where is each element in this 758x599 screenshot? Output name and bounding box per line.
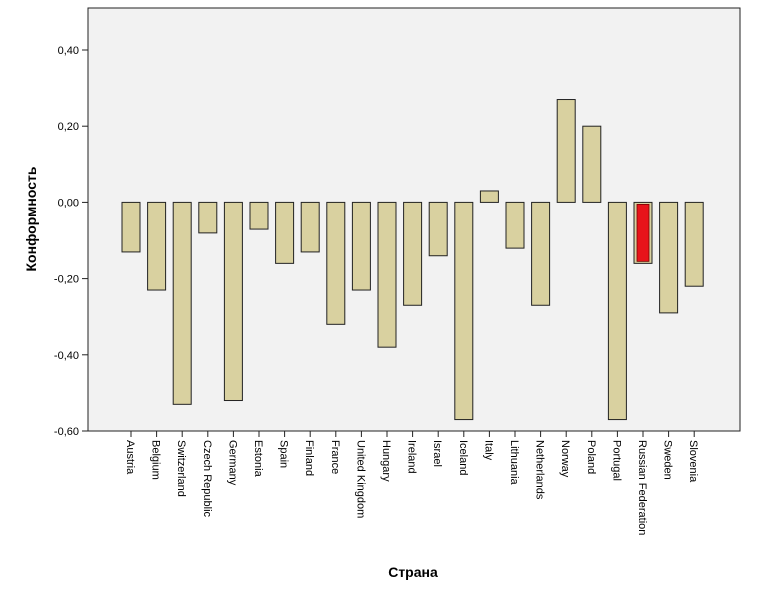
x-tick-label: Iceland	[457, 440, 469, 475]
bar-iceland	[454, 201, 474, 421]
x-tick-label: Netherlands	[534, 440, 546, 500]
bar-slovenia	[684, 201, 704, 287]
x-axis-title: Страна	[388, 564, 438, 580]
x-tick-label: Finland	[303, 440, 315, 476]
x-tick-label: Poland	[585, 440, 597, 474]
x-tick-label: Czech Republic	[201, 440, 213, 518]
x-tick-label: Russian Federation	[636, 440, 648, 535]
x-tick-label: Belgium	[150, 440, 162, 480]
bar-highlight-fill	[636, 203, 650, 262]
x-tick-label: Austria	[124, 440, 136, 475]
bar-portugal	[607, 201, 627, 421]
bar-czech-republic	[198, 201, 218, 234]
bar-poland	[582, 125, 602, 203]
x-tick-label: Estonia	[252, 440, 264, 478]
x-tick-label: United Kingdom	[354, 440, 366, 518]
bar-ireland	[403, 201, 423, 306]
x-tick-label: Italy	[482, 440, 494, 461]
bar-hungary	[377, 201, 397, 348]
bar-france	[326, 201, 346, 325]
x-tick-label: Switzerland	[175, 440, 187, 497]
x-tick-label: Sweden	[662, 440, 674, 480]
y-tick-label: 0,20	[58, 121, 79, 133]
bar-italy	[479, 190, 499, 203]
bar-sweden	[659, 201, 679, 314]
bar-estonia	[249, 201, 269, 230]
y-axis-ticks: -0,60 -0,40 -0,20 0,00 0,20 0,40	[54, 45, 88, 438]
y-tick-label: -0,20	[54, 274, 79, 286]
x-tick-label: Portugal	[610, 440, 622, 481]
bar-spain	[275, 201, 295, 264]
x-tick-label: France	[329, 440, 341, 474]
bars-group	[121, 99, 704, 421]
bar-switzerland	[172, 201, 192, 405]
bar-germany	[223, 201, 243, 402]
bar-belgium	[147, 201, 167, 291]
x-tick-label: Slovenia	[687, 440, 699, 483]
x-tick-label: Ireland	[406, 440, 418, 474]
y-axis-title: Конформность	[23, 166, 39, 271]
x-tick-label: Lithuania	[508, 440, 520, 486]
x-tick-label: Hungary	[380, 440, 392, 482]
bar-israel	[428, 201, 448, 257]
x-tick-label: Germany	[226, 440, 238, 486]
bar-lithuania	[505, 201, 525, 249]
y-tick-label: 0,40	[58, 45, 79, 57]
y-tick-label: -0,40	[54, 350, 79, 362]
x-axis-ticks: Austria Belgium Switzerland Czech Republic G…	[124, 431, 699, 535]
x-tick-label: Norway	[559, 440, 571, 478]
x-tick-label: Spain	[278, 440, 290, 468]
y-tick-label: -0,60	[54, 426, 79, 438]
bar-united-kingdom	[351, 201, 371, 291]
x-tick-label: Israel	[431, 440, 443, 467]
bar-austria	[121, 201, 141, 253]
bar-norway	[556, 99, 576, 203]
bar-netherlands	[531, 201, 551, 306]
y-tick-label: 0,00	[58, 197, 79, 209]
bar-finland	[300, 201, 320, 253]
